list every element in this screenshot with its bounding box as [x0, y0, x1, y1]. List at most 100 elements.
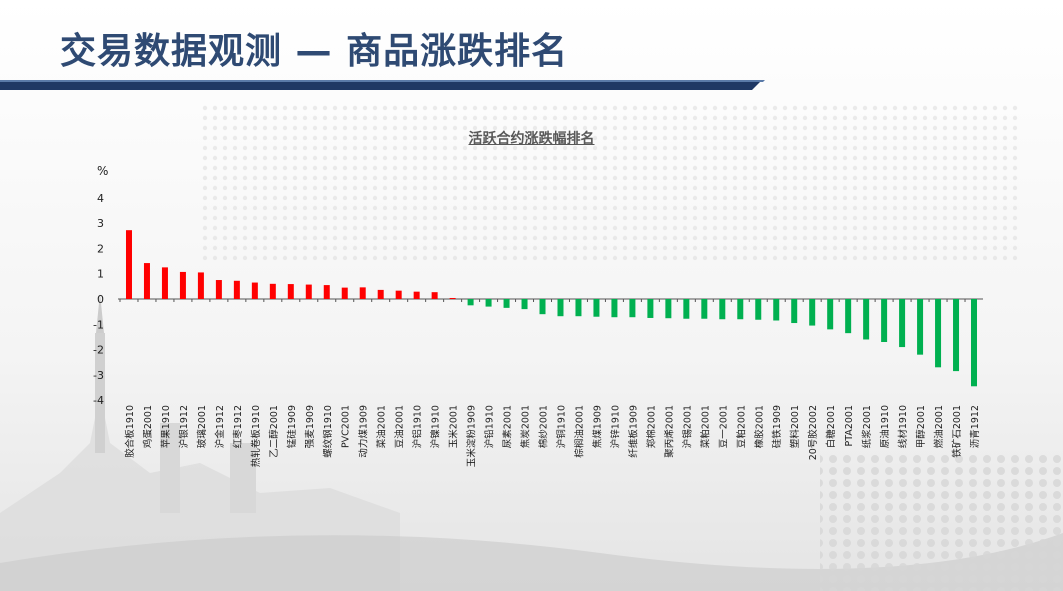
bar: [773, 299, 780, 321]
category-label: 线材1910: [897, 405, 909, 448]
category-label: 纤维板1909: [627, 405, 639, 458]
category-label: 鸡蛋2001: [142, 405, 154, 448]
category-label: 硅铁1909: [771, 405, 783, 448]
y-tick-label: -4: [93, 394, 104, 407]
category-label: 豆粕2001: [735, 405, 747, 448]
category-label: 沪铅1910: [484, 405, 496, 448]
bar: [737, 299, 744, 320]
bar: [755, 299, 762, 320]
bar: [413, 291, 420, 299]
category-label: 铁矿石2001: [951, 405, 963, 458]
bar: [539, 299, 546, 315]
category-label: 沪铝1910: [412, 405, 424, 448]
category-label: 动力煤1909: [358, 405, 370, 458]
category-label: 沪铜1910: [555, 405, 567, 448]
category-label: 棉纱2001: [538, 405, 550, 448]
category-label: 沪锌1910: [609, 405, 621, 448]
bar: [611, 299, 618, 318]
bar: [215, 280, 222, 299]
category-label: 强麦1909: [304, 405, 316, 448]
bar: [395, 290, 402, 299]
category-label: 热轧卷板1910: [250, 405, 262, 467]
page-title: 交易数据观测 — 商品涨跌排名: [60, 31, 569, 72]
category-label: 锰硅1909: [286, 405, 298, 448]
bar: [143, 263, 150, 299]
category-label: 20号胶2002: [807, 405, 819, 460]
bar: [557, 299, 564, 317]
bar: [593, 299, 600, 317]
bar: [935, 299, 942, 368]
bar: [827, 299, 834, 330]
bar: [971, 299, 978, 387]
y-tick-label: 0: [97, 293, 104, 306]
category-label: 乙二醇2001: [268, 405, 280, 458]
bar: [485, 299, 492, 307]
category-label: PVC2001: [341, 405, 352, 448]
bar: [719, 299, 726, 320]
bar: [125, 230, 132, 299]
y-tick-label: 4: [97, 192, 104, 205]
y-tick-label: -3: [93, 369, 104, 382]
bar: [197, 272, 204, 299]
category-label: 螺纹钢1910: [322, 405, 334, 458]
bar: [341, 287, 348, 299]
y-tick-label: 3: [97, 217, 104, 230]
bar: [305, 284, 312, 299]
category-label: 沪金1912: [214, 405, 226, 448]
category-label: 豆一2001: [718, 405, 729, 448]
bar: [881, 299, 888, 343]
bar: [629, 299, 636, 318]
header-divider-bar: [0, 80, 765, 90]
y-tick-label: -2: [93, 344, 104, 357]
bar: [665, 299, 672, 319]
y-tick-label: 2: [97, 242, 104, 255]
category-label: 白糖2001: [825, 405, 837, 448]
category-label: 尿素2001: [502, 405, 514, 448]
category-label: 沪锡2001: [681, 405, 693, 448]
category-label: 玻璃2001: [196, 405, 208, 448]
bar: [431, 292, 438, 299]
category-label: 纸浆2001: [861, 405, 873, 448]
category-label: 燃油2001: [933, 405, 945, 448]
bar: [377, 289, 384, 299]
bar: [791, 299, 798, 324]
bar: [809, 299, 816, 326]
bar: [323, 285, 330, 299]
category-label: 红枣1912: [232, 405, 244, 448]
category-label: 玉米淀粉1909: [466, 405, 478, 467]
chart-title: 活跃合约涨跌幅排名: [468, 131, 595, 147]
category-label: PTA2001: [844, 405, 855, 446]
bar: [575, 299, 582, 317]
background-decoration: [0, 103, 1063, 591]
category-label: 菜粕2001: [699, 405, 711, 448]
category-label: 聚丙烯2001: [663, 405, 675, 458]
bar: [287, 284, 294, 299]
category-label: 沪银1912: [178, 405, 190, 448]
category-label: 胶合板1910: [124, 405, 136, 458]
bar: [359, 287, 366, 299]
y-tick-label: -1: [93, 318, 104, 331]
category-label: 郑棉2001: [645, 405, 657, 448]
bar: [917, 299, 924, 355]
category-label: 玉米2001: [448, 405, 460, 448]
bar: [233, 280, 240, 299]
category-label: 原油1910: [879, 405, 891, 448]
y-axis-unit: %: [97, 164, 109, 178]
bar: [521, 299, 528, 310]
category-label: 棕榈油2001: [573, 405, 585, 458]
category-label: 甲醇2001: [915, 405, 927, 448]
y-tick-label: 1: [97, 268, 104, 281]
bar: [467, 299, 474, 306]
category-label: 塑料2001: [789, 405, 801, 448]
bar: [503, 299, 510, 308]
bar: [647, 299, 654, 318]
category-label: 苹果1910: [160, 405, 172, 448]
category-label: 豆油2001: [394, 405, 406, 448]
bar: [161, 267, 168, 299]
bar: [845, 299, 852, 334]
category-label: 焦煤1909: [591, 405, 603, 448]
category-label: 焦炭2001: [520, 405, 532, 448]
bar: [701, 299, 708, 319]
category-label: 沪镍1910: [430, 405, 442, 448]
